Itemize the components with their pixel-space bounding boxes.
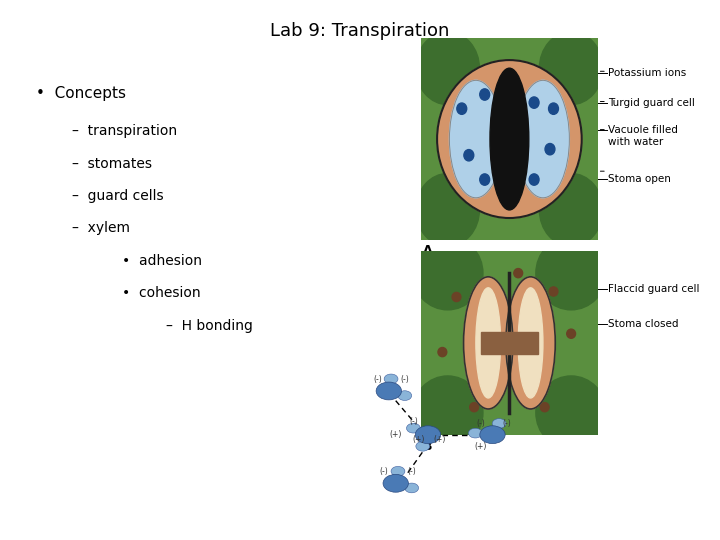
Circle shape [456,103,467,114]
Text: Flaccid guard cell: Flaccid guard cell [608,284,700,294]
Text: (-): (-) [380,468,389,476]
Circle shape [391,467,405,476]
Text: –  H bonding: – H bonding [166,319,253,333]
Text: B: B [423,440,433,453]
Circle shape [383,475,408,492]
Circle shape [416,32,480,105]
Circle shape [549,287,558,296]
Circle shape [539,32,603,105]
Text: (+): (+) [474,442,487,450]
Circle shape [480,426,505,444]
Text: •  adhesion: • adhesion [122,254,202,268]
Circle shape [413,376,483,449]
Circle shape [540,403,549,411]
Text: (-): (-) [408,468,416,476]
Ellipse shape [518,288,543,398]
Circle shape [452,292,461,301]
Bar [481,332,538,354]
Text: (-): (-) [373,375,382,384]
Circle shape [545,144,555,155]
Text: (-): (-) [400,375,409,384]
Ellipse shape [506,277,555,409]
Text: (+): (+) [413,435,425,444]
Circle shape [529,174,539,185]
Text: (-): (-) [502,419,510,428]
Ellipse shape [437,60,582,218]
Text: •  Concepts: • Concepts [36,86,126,102]
Circle shape [407,423,420,433]
Circle shape [405,483,418,493]
Circle shape [549,103,559,114]
Circle shape [536,237,606,310]
Text: Stoma open: Stoma open [608,174,671,184]
Circle shape [416,441,430,451]
Text: (-): (-) [410,417,418,426]
Text: Turgid guard cell: Turgid guard cell [608,98,696,107]
Text: (-): (-) [477,419,485,428]
Text: Vacuole filled
with water: Vacuole filled with water [608,125,678,147]
Ellipse shape [490,68,528,210]
Ellipse shape [476,288,500,398]
Text: Potassium ions: Potassium ions [608,68,687,78]
Circle shape [384,374,398,384]
Text: (+): (+) [390,430,402,439]
Circle shape [567,329,575,338]
Text: •  cohesion: • cohesion [122,286,201,300]
Circle shape [529,97,539,108]
Text: –  xylem: – xylem [72,221,130,235]
Circle shape [464,150,474,161]
Circle shape [415,426,441,444]
Ellipse shape [449,80,503,198]
Circle shape [480,174,490,185]
Circle shape [469,403,479,411]
Circle shape [416,173,480,246]
Circle shape [492,418,506,428]
Ellipse shape [516,80,570,198]
Text: (+): (+) [433,435,446,444]
Text: –  guard cells: – guard cells [72,189,163,203]
Text: –  transpiration: – transpiration [72,124,177,138]
Text: A: A [423,244,433,257]
Ellipse shape [464,277,513,409]
Circle shape [413,237,483,310]
Circle shape [438,348,447,356]
Text: Stoma closed: Stoma closed [608,319,679,329]
Text: Lab 9: Transpiration: Lab 9: Transpiration [270,22,450,39]
Circle shape [539,173,603,246]
Circle shape [469,428,482,438]
Text: –  stomates: – stomates [72,157,152,171]
Circle shape [398,391,412,401]
Circle shape [480,89,490,100]
Circle shape [514,268,523,278]
Circle shape [376,382,402,400]
Circle shape [536,376,606,449]
